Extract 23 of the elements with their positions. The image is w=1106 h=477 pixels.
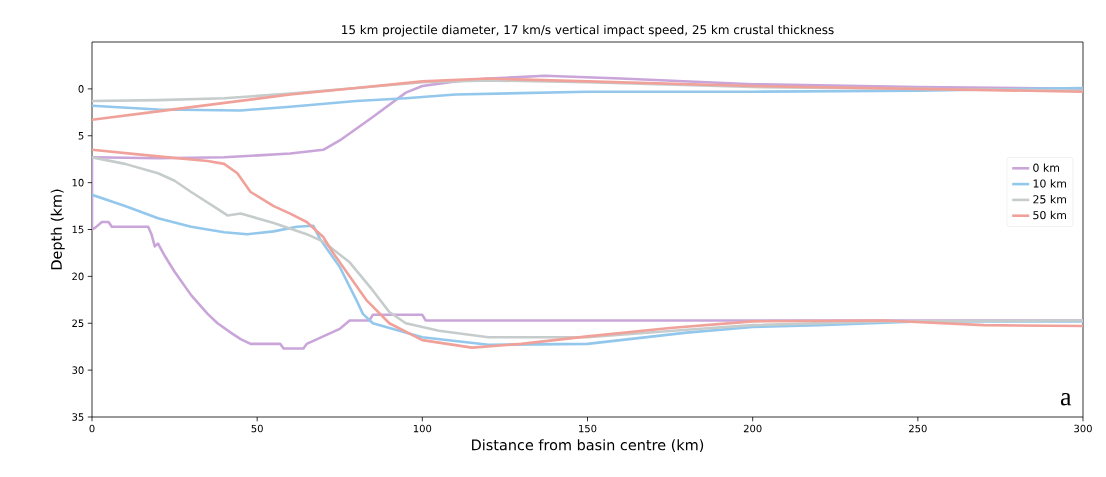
x-tick-label: 50 (251, 424, 263, 433)
x-axis-title: Distance from basin centre (km) (472, 439, 704, 453)
x-tick-label: 250 (909, 424, 927, 433)
legend-label: 10 km (1033, 179, 1066, 188)
y-tick-label: 25 (72, 319, 84, 328)
legend-label: 50 km (1033, 210, 1066, 220)
annotation: a (1060, 393, 1072, 406)
x-tick-label: 200 (743, 424, 762, 433)
y-tick-label: 0 (78, 85, 84, 93)
y-tick-label: 15 (72, 225, 84, 234)
y-axis-title: Depth (km) (50, 189, 65, 270)
y-tick-label: 35 (72, 413, 84, 421)
legend-label: 0 km (1033, 163, 1059, 172)
x-tick-label: 150 (579, 424, 597, 433)
y-tick-label: 5 (78, 132, 84, 140)
chart-title: 15 km projectile diameter, 17 km/s vertical impact speed, 25 km crustal thickness (342, 24, 834, 37)
legend-label: 25 km (1033, 194, 1066, 204)
x-tick-label: 0 (89, 424, 95, 433)
y-tick-label: 20 (72, 272, 84, 281)
y-tick-label: 30 (72, 366, 84, 374)
x-tick-label: 300 (1074, 424, 1092, 433)
x-tick-label: 100 (413, 424, 432, 433)
y-tick-label: 10 (72, 178, 84, 187)
